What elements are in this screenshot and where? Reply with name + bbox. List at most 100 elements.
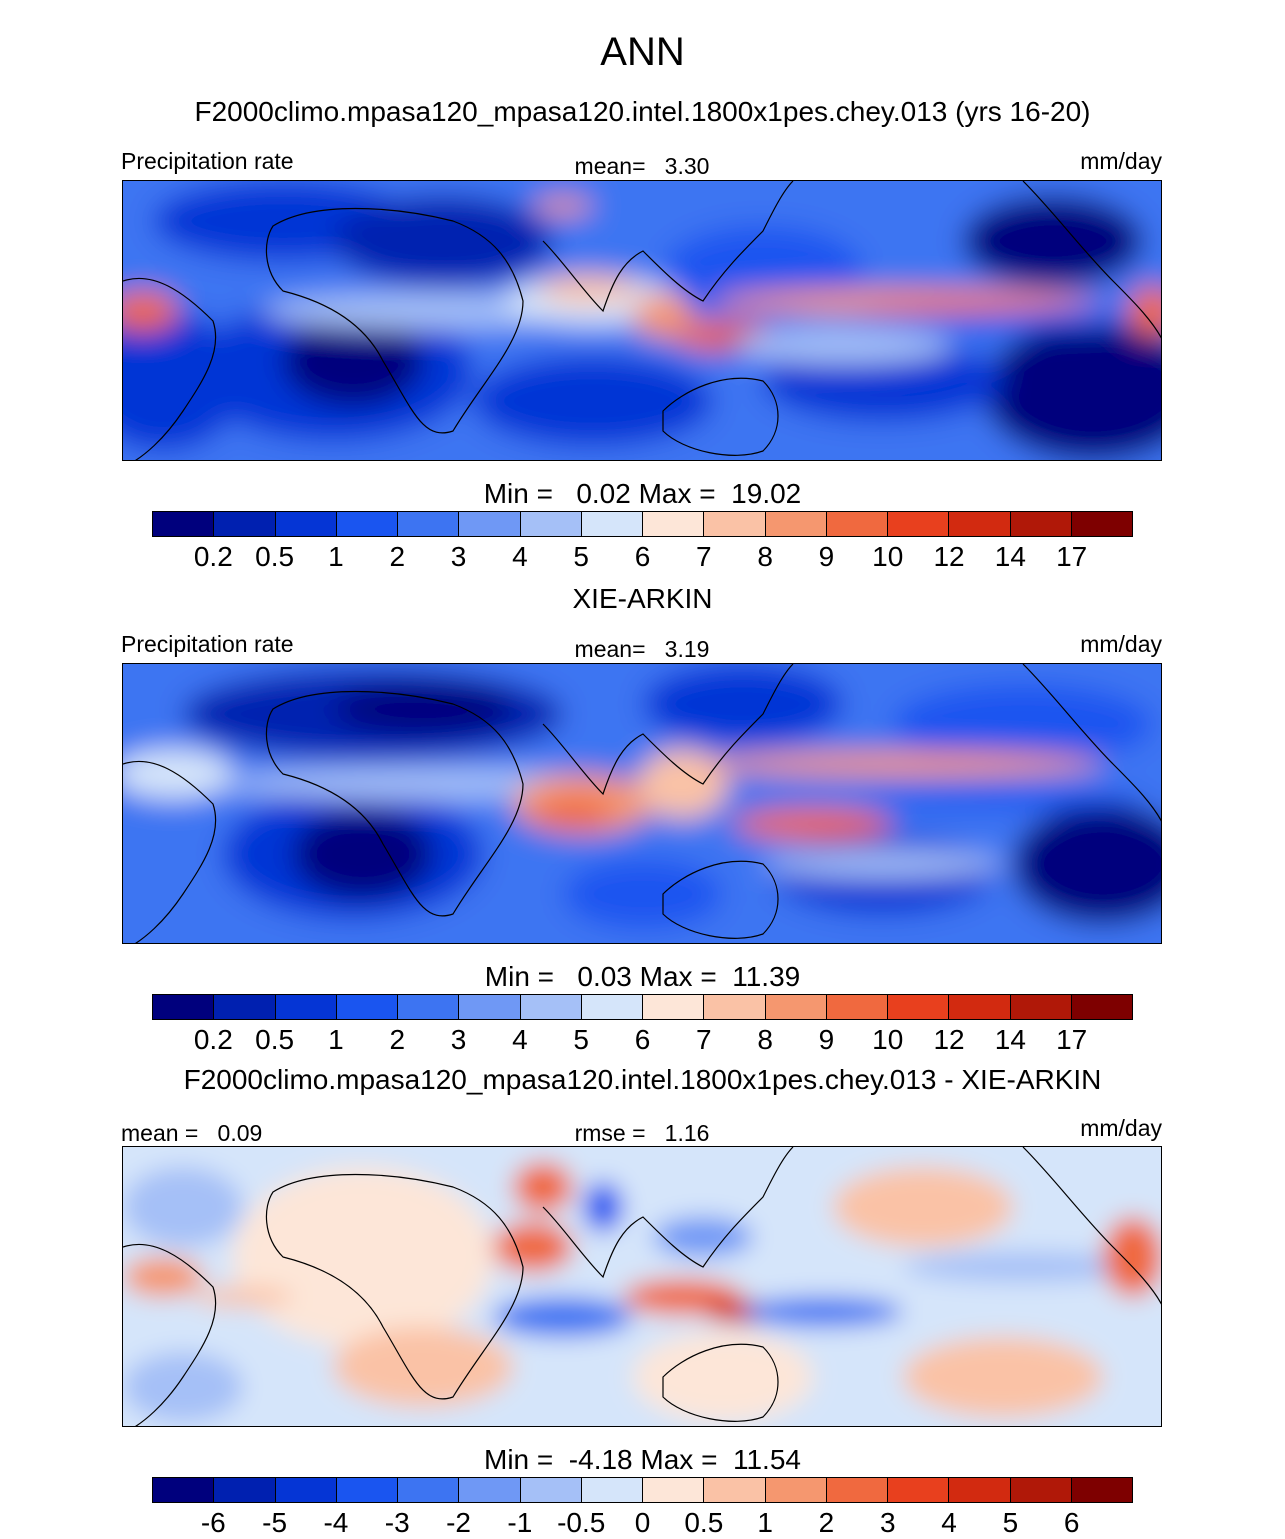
colorbar-tick-label: 5 — [1002, 1507, 1019, 1538]
panel-3-mean-label: mean = 0.09 — [121, 1120, 263, 1146]
panel-3-min-max: Min = -4.18 Max = 11.54 — [484, 1444, 801, 1475]
panel-2-mean-label: mean= 3.19 — [574, 636, 710, 662]
panel-1-mean-label: mean= 3.30 — [574, 153, 710, 179]
colorbar-tick-label: 12 — [933, 1024, 965, 1055]
colorbar-tick-label: 2 — [389, 541, 406, 572]
panel-1-units-label: mm/day — [1080, 148, 1162, 174]
colorbar-swatch — [1071, 512, 1132, 536]
colorbar-swatch — [643, 1478, 705, 1502]
panel-2-min-max: Min = 0.03 Max = 11.39 — [484, 961, 801, 992]
colorbar-swatch — [1071, 1478, 1132, 1502]
panel-1-variable-label: Precipitation rate — [121, 148, 294, 174]
colorbar-swatch — [704, 512, 766, 536]
colorbar-tick-label: -1 — [507, 1507, 533, 1538]
colorbar-swatch — [888, 1478, 950, 1502]
colorbar-swatch — [704, 995, 766, 1019]
colorbar-swatch — [153, 995, 215, 1019]
colorbar-swatch — [765, 995, 827, 1019]
colorbar-swatch — [581, 1478, 643, 1502]
panel-1-min-max: Min = 0.02 Max = 19.02 — [483, 478, 802, 509]
colorbar-swatch — [643, 512, 705, 536]
colorbar-tick-label: 14 — [994, 1024, 1026, 1055]
colorbar-swatch — [336, 995, 398, 1019]
colorbar-tick-label: 4 — [512, 541, 528, 572]
panel-2-colorbar — [152, 994, 1133, 1020]
colorbar-tick-label: 1 — [757, 1507, 773, 1538]
colorbar-swatch — [1010, 512, 1072, 536]
colorbar-tick-label: -6 — [200, 1507, 226, 1538]
colorbar-tick-label: 17 — [1056, 1024, 1088, 1055]
colorbar-tick-label: 6 — [634, 1024, 651, 1055]
panel-2-units-label: mm/day — [1080, 631, 1162, 657]
colorbar-swatch — [153, 512, 215, 536]
colorbar-tick-label: 14 — [994, 541, 1026, 572]
colorbar-tick-label: 7 — [696, 1024, 712, 1055]
panel-3-units-label: mm/day — [1080, 1115, 1162, 1141]
colorbar-swatch — [1071, 995, 1132, 1019]
panel-3-map — [122, 1146, 1162, 1427]
colorbar-tick-label: 3 — [450, 541, 467, 572]
colorbar-swatch — [214, 512, 276, 536]
colorbar-tick-label: 0 — [634, 1507, 651, 1538]
colorbar-tick-label: 6 — [1063, 1507, 1080, 1538]
colorbar-tick-label: -4 — [323, 1507, 349, 1538]
colorbar-swatch — [459, 1478, 521, 1502]
colorbar-tick-label: -5 — [262, 1507, 288, 1538]
colorbar-swatch — [765, 1478, 827, 1502]
colorbar-tick-label: 10 — [872, 541, 904, 572]
colorbar-swatch — [826, 1478, 888, 1502]
panel-1-case-title: F2000climo.mpasa120_mpasa120.intel.1800x… — [194, 96, 1091, 127]
colorbar-swatch — [765, 512, 827, 536]
colorbar-swatch — [581, 512, 643, 536]
colorbar-swatch — [949, 995, 1011, 1019]
colorbar-swatch — [949, 512, 1011, 536]
panel-3-colorbar — [152, 1477, 1133, 1503]
colorbar-tick-label: 10 — [872, 1024, 904, 1055]
colorbar-tick-label: 1 — [328, 541, 344, 572]
colorbar-swatch — [398, 512, 460, 536]
colorbar-swatch — [888, 512, 950, 536]
panel-1-map — [122, 180, 1162, 461]
colorbar-swatch — [153, 1478, 215, 1502]
colorbar-tick-label: 0.2 — [193, 1024, 233, 1055]
colorbar-tick-label: 9 — [818, 1024, 835, 1055]
colorbar-swatch — [336, 512, 398, 536]
panel-2-case-title: XIE-ARKIN — [572, 583, 713, 614]
colorbar-swatch — [214, 1478, 276, 1502]
colorbar-tick-label: 9 — [818, 541, 835, 572]
colorbar-swatch — [949, 1478, 1011, 1502]
colorbar-swatch — [888, 995, 950, 1019]
colorbar-tick-label: 6 — [634, 541, 651, 572]
colorbar-tick-label: 7 — [696, 541, 712, 572]
colorbar-swatch — [826, 512, 888, 536]
colorbar-tick-label: 17 — [1056, 541, 1088, 572]
colorbar-tick-label: 2 — [818, 1507, 835, 1538]
panel-2-variable-label: Precipitation rate — [121, 631, 294, 657]
colorbar-swatch — [520, 995, 582, 1019]
colorbar-swatch — [581, 995, 643, 1019]
panel-3-rmse-label: rmse = 1.16 — [574, 1120, 710, 1146]
colorbar-tick-label: 4 — [512, 1024, 528, 1055]
colorbar-tick-label: 3 — [450, 1024, 467, 1055]
main-title: ANN — [600, 30, 685, 74]
colorbar-tick-label: 0.5 — [255, 1024, 295, 1055]
colorbar-tick-label: 1 — [328, 1024, 344, 1055]
colorbar-swatch — [398, 995, 460, 1019]
colorbar-swatch — [459, 995, 521, 1019]
colorbar-swatch — [275, 512, 337, 536]
panel-1-colorbar-ticks: 0.2 0.5 1 2 3 4 5 6 7 8 9 10 12 14 17 — [152, 541, 1133, 572]
colorbar-swatch — [826, 995, 888, 1019]
colorbar-tick-label: 4 — [941, 1507, 957, 1538]
colorbar-tick-label: -3 — [384, 1507, 410, 1538]
panel-2-map — [122, 663, 1162, 944]
colorbar-swatch — [1010, 1478, 1072, 1502]
colorbar-tick-label: 5 — [573, 541, 589, 572]
colorbar-tick-label: 0.5 — [255, 541, 295, 572]
colorbar-swatch — [214, 995, 276, 1019]
colorbar-tick-label: 8 — [757, 541, 773, 572]
colorbar-swatch — [275, 1478, 337, 1502]
colorbar-tick-label: 3 — [879, 1507, 896, 1538]
colorbar-tick-label: -0.5 — [557, 1507, 606, 1538]
colorbar-tick-label: 12 — [933, 541, 965, 572]
colorbar-swatch — [459, 512, 521, 536]
